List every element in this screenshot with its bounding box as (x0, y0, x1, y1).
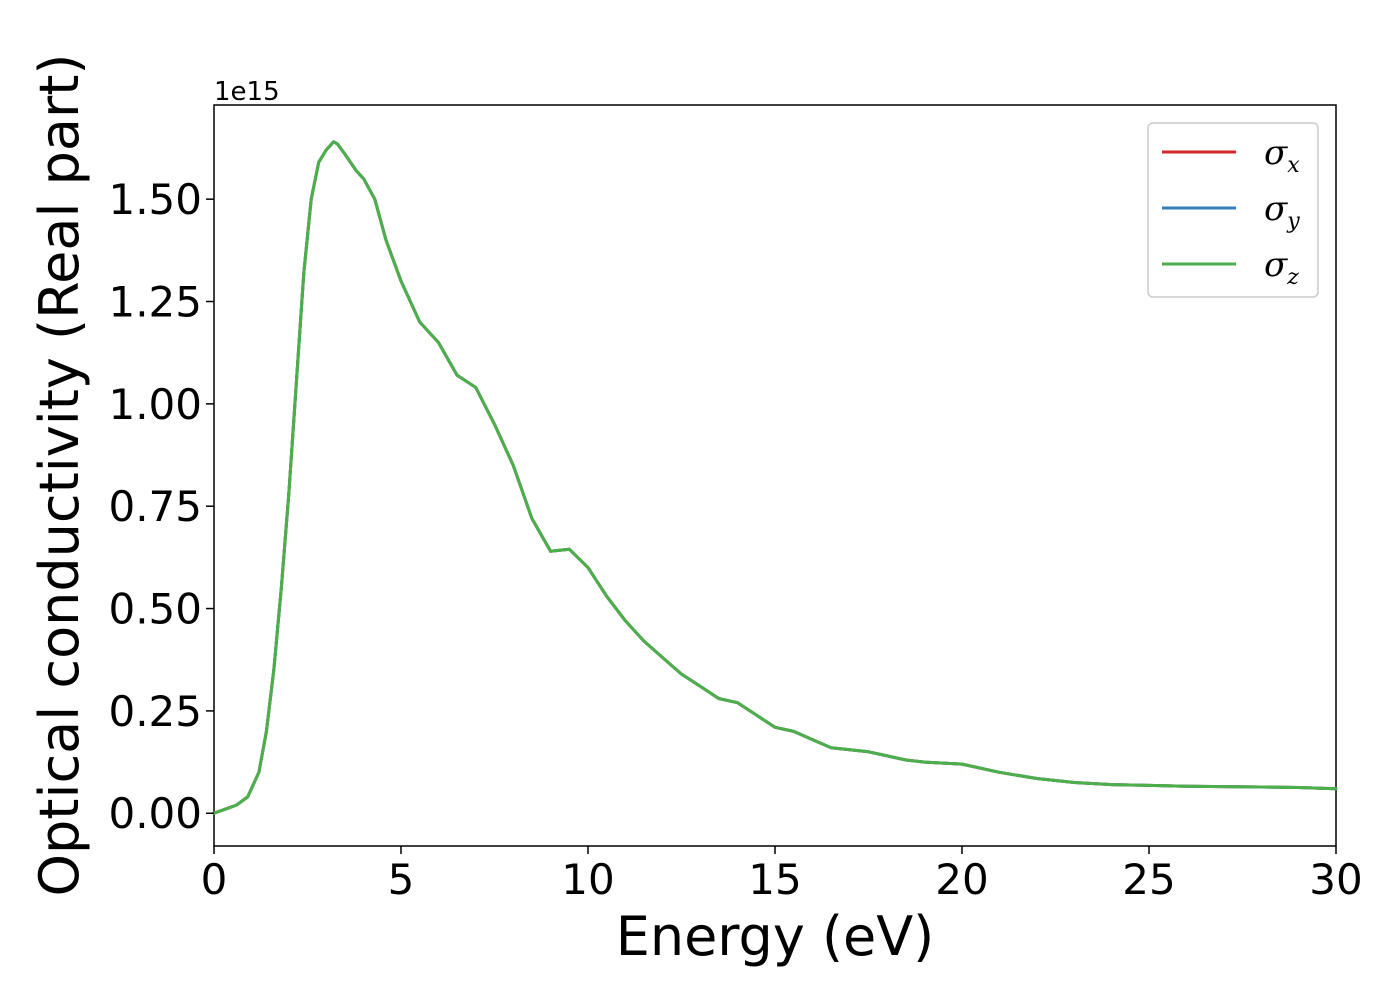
y-tick-label: 0.75 (108, 482, 202, 531)
y-offset-text: 1e15 (214, 77, 280, 107)
x-tick-label: 15 (748, 855, 801, 904)
legend-label-z: σz (1264, 245, 1299, 290)
y-axis-ticks: 0.00 0.25 0.50 0.75 1.00 1.25 1.50 (108, 175, 214, 838)
legend-box (1147, 122, 1319, 298)
x-tick-label: 20 (935, 855, 988, 904)
y-tick-label: 0.25 (108, 687, 202, 736)
x-axis-label: Energy (eV) (616, 905, 935, 968)
series-layer (212, 140, 1338, 815)
x-tick-label: 0 (201, 855, 228, 904)
legend-label-x: σx (1264, 133, 1300, 178)
y-axis-label: Optical conductivity (Real part) (28, 54, 91, 897)
x-axis-ticks: 0 5 10 15 20 25 30 (201, 846, 1363, 904)
y-tick-label: 1.25 (108, 278, 202, 327)
legend: σx σy σz (1147, 122, 1319, 298)
x-tick-label: 10 (561, 855, 614, 904)
y-tick-label: 1.50 (108, 175, 202, 224)
legend-items: σx σy σz (1162, 133, 1300, 290)
y-tick-label: 1.00 (108, 380, 202, 429)
x-tick-label: 25 (1122, 855, 1175, 904)
y-tick-label: 0.50 (108, 585, 202, 634)
x-tick-label: 5 (388, 855, 415, 904)
x-tick-label: 30 (1309, 855, 1362, 904)
y-tick-label: 0.00 (108, 789, 202, 838)
series-line-z (212, 140, 1338, 815)
legend-label-y: σy (1264, 189, 1300, 234)
